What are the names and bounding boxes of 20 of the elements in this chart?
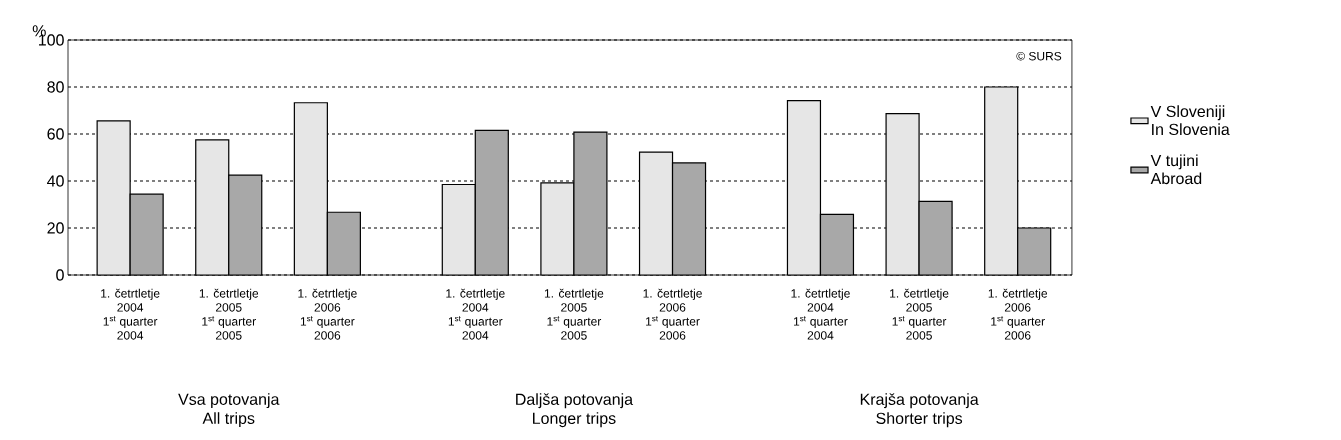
y-tick-label: 80 bbox=[47, 81, 64, 93]
x-tick-label: 1. četrtletje 2005 1$^{st}$ quarter 2005 bbox=[544, 288, 604, 340]
text: Krajša potovanja Shorter trips bbox=[860, 393, 979, 428]
x-tick-label: 1. četrtletje 2005 1$^{st}$ quarter 2005 bbox=[890, 288, 949, 340]
text: Daljša potovanja Longer trips bbox=[516, 393, 634, 428]
y-tick-label: 60 bbox=[47, 128, 64, 140]
legend-label: V tujini Abroad bbox=[1150, 154, 1202, 185]
x-tick-label: 1. četrtletje 2005 1$^{st}$ quarter 2005 bbox=[199, 288, 259, 340]
y-tick-label: 0 bbox=[56, 269, 64, 281]
annotation: © SURS bbox=[1016, 51, 1062, 61]
y-tick-label: 20 bbox=[47, 222, 64, 234]
y-tick-label: 40 bbox=[47, 175, 64, 187]
x-tick-label: 1. četrtletje 2006 1$^{st}$ quarter 2006 bbox=[988, 288, 1048, 340]
x-tick-label: 1. četrtletje 2004 1$^{st}$ quarter 2004 bbox=[791, 288, 850, 340]
x-tick-label: 1. četrtletje 2004 1$^{st}$ quarter 2004 bbox=[101, 288, 160, 340]
x-tick-label: 1. četrtletje 2006 1$^{st}$ quarter 2006 bbox=[298, 288, 357, 340]
text: Vsa potovanja All trips bbox=[178, 393, 280, 428]
x-tick-label: 1. četrtletje 2006 1$^{st}$ quarter 2006 bbox=[643, 288, 702, 340]
legend-label: V Sloveniji In Slovenia bbox=[1150, 105, 1230, 136]
x-tick-label: 1. četrtletje 2004 1$^{st}$ quarter 2004 bbox=[446, 288, 505, 340]
